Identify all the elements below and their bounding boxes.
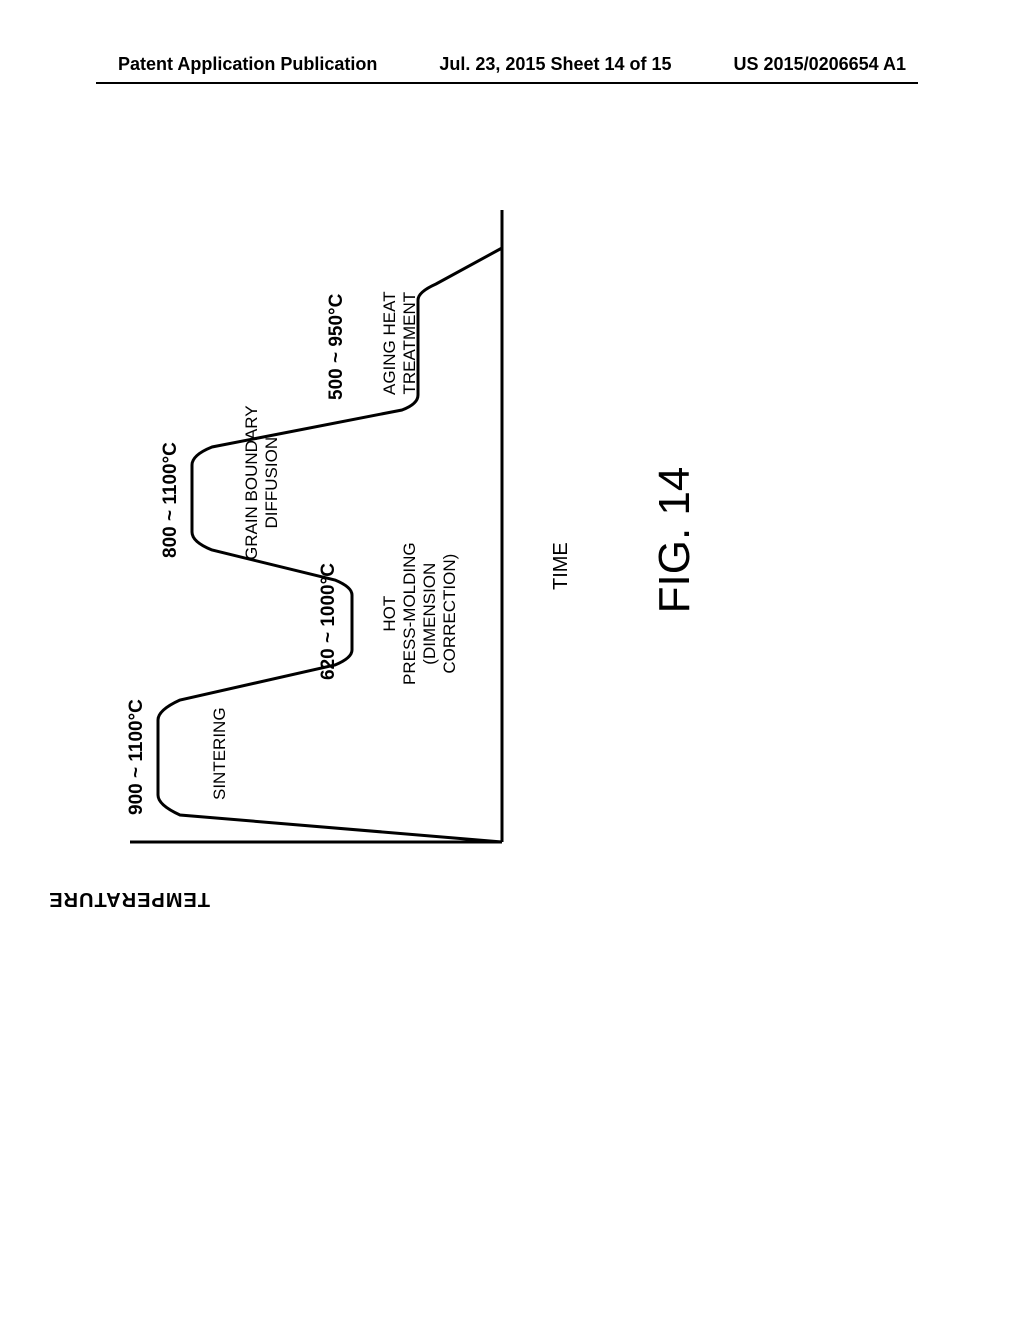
- stage-temp-2: 800 ~ 1100°C: [160, 442, 182, 558]
- header-rule: [96, 82, 918, 84]
- figure-caption: FIG. 14: [650, 150, 700, 930]
- temperature-time-curve: [130, 210, 510, 850]
- stage-name-2: GRAIN BOUNDARYDIFFUSION: [242, 405, 282, 560]
- stage-temp-0: 900 ~ 1100°C: [126, 699, 148, 815]
- figure-rotated-container: TEMPERATURE 900 ~ 1100°CSINTERING620 ~ 1…: [90, 150, 850, 930]
- stage-name-1: HOTPRESS-MOLDING(DIMENSIONCORRECTION): [380, 542, 460, 685]
- y-axis-label: TEMPERATURE: [48, 887, 210, 910]
- stage-temp-1: 620 ~ 1000°C: [318, 563, 340, 680]
- header-center: Jul. 23, 2015 Sheet 14 of 15: [439, 54, 671, 75]
- header-right: US 2015/0206654 A1: [734, 54, 906, 75]
- stage-name-3: AGING HEATTREATMENT: [380, 291, 420, 395]
- page-header: Patent Application Publication Jul. 23, …: [0, 54, 1024, 75]
- x-axis-label: TIME: [550, 542, 573, 590]
- chart-area: 900 ~ 1100°CSINTERING620 ~ 1000°CHOTPRES…: [130, 210, 510, 850]
- header-left: Patent Application Publication: [118, 54, 377, 75]
- stage-temp-3: 500 ~ 950°C: [326, 294, 348, 400]
- stage-name-0: SINTERING: [210, 707, 230, 800]
